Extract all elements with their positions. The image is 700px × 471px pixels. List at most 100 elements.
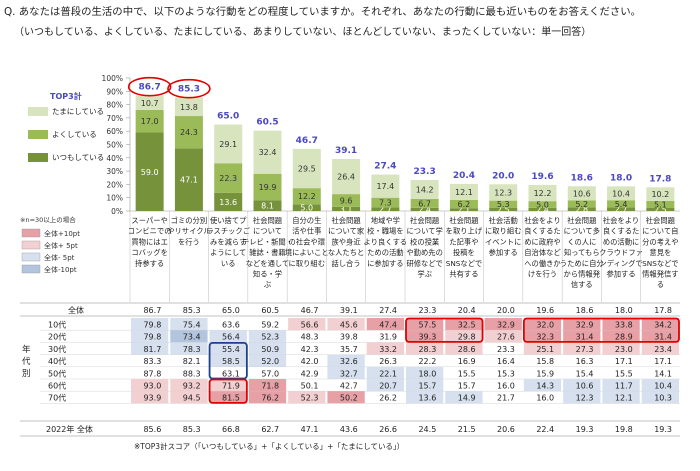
category-label-line: コバッグを <box>131 248 167 257</box>
category-label-line: ための活動 <box>367 248 403 257</box>
page-title: Q. あなたは普段の生活の中で、以下のような行動をどの程度していますか。それぞれ… <box>4 6 642 18</box>
heat-legend-label: 全体+ 5pt <box>44 241 78 250</box>
heat-cell <box>209 391 247 404</box>
heat-cell <box>327 366 365 379</box>
total-cell: 20.0 <box>497 306 515 315</box>
heat-cell <box>602 330 640 343</box>
category-label-line: や勤め先の <box>406 248 442 257</box>
bar-segment <box>135 132 164 211</box>
bar-value-label: 2.1 <box>458 206 471 215</box>
y-tick-label: 80% <box>106 101 123 110</box>
age-cell: 13.6 <box>418 394 436 403</box>
category-label-line: 境によいこと <box>285 248 329 257</box>
age-cell: 11.7 <box>615 382 633 391</box>
heat-cell <box>288 391 326 404</box>
category-label-line: 族や身近 <box>331 237 361 246</box>
age-cell: 15.7 <box>458 382 476 391</box>
age-cell: 16.4 <box>497 357 515 366</box>
age-cell: 12.1 <box>615 394 633 403</box>
category-label-line: 買物にはエ <box>131 237 167 246</box>
heat-cell <box>366 366 404 379</box>
age-cell: 57.0 <box>261 369 279 378</box>
row2022-cell: 26.6 <box>379 425 397 434</box>
category-label-line: 社会問題 <box>449 216 479 225</box>
heat-cell <box>248 391 287 404</box>
bar-segment <box>489 207 518 211</box>
heat-cell <box>445 318 483 331</box>
age-cell: 45.6 <box>340 321 358 330</box>
category-label-line: について <box>253 227 282 236</box>
bar-value-label: 10.2 <box>651 190 669 199</box>
bar-segment <box>567 186 596 201</box>
bar-segment <box>174 116 203 149</box>
age-cell: 32.7 <box>340 369 358 378</box>
heat-legend-label: 全体-10pt <box>44 265 77 274</box>
bar-value-label: 5.0 <box>536 200 549 209</box>
category-label-line: 社会をより <box>603 216 639 225</box>
top3-value: 39.1 <box>335 146 357 156</box>
age-cell: 78.3 <box>183 345 201 354</box>
bar-value-label: 32.4 <box>259 148 277 157</box>
bar-value-label: 2.5 <box>497 205 510 214</box>
y-tick-label: 100% <box>102 74 123 83</box>
age-side-label-char: 代 <box>22 356 31 367</box>
y-tick-label: 0% <box>111 207 123 216</box>
age-row-label: 60代 <box>48 381 66 391</box>
category-label-line: について家 <box>328 227 365 236</box>
bar-value-label: 5.1 <box>654 200 667 209</box>
age-cell: 32.0 <box>536 321 554 330</box>
heat-cell <box>209 342 247 355</box>
heat-legend-swatch <box>21 228 41 238</box>
category-label-line: 社会をより <box>524 216 560 225</box>
bar-segment <box>135 109 164 133</box>
age-cell: 15.5 <box>458 369 476 378</box>
category-label-line: ンディングで <box>599 259 642 268</box>
category-label-line: に取り組む <box>485 227 521 236</box>
category-label-line: コンビニでの <box>128 227 172 236</box>
age-cell: 94.5 <box>183 394 201 403</box>
age-cell: 81.7 <box>143 345 161 354</box>
bar-value-label: 26.4 <box>337 173 355 182</box>
total-cell: 18.6 <box>576 306 594 315</box>
bar-value-label: 2.7 <box>615 205 628 214</box>
heat-cell <box>406 342 444 355</box>
heat-cell <box>523 318 562 331</box>
age-cell: 79.8 <box>143 321 161 330</box>
category-label-line: 知る・学 <box>253 270 282 279</box>
category-label-line: けを行う <box>528 270 557 279</box>
category-label-line: 自治体など <box>524 248 561 257</box>
bar-value-label: 12.3 <box>494 188 512 197</box>
total-cell: 60.5 <box>261 306 279 315</box>
row2022-cell: 62.7 <box>261 425 279 434</box>
heat-legend-note: ※n=30以上の場合 <box>20 215 76 224</box>
table-highlight-box <box>522 317 680 343</box>
age-cell: 39.3 <box>418 333 436 342</box>
age-cell: 76.2 <box>261 394 279 403</box>
top3-value: 20.4 <box>453 171 475 181</box>
bar-value-label: 10.7 <box>141 99 159 108</box>
heat-cell <box>131 318 169 331</box>
table-highlight-box <box>208 341 248 380</box>
category-label-line: みを減らす <box>210 237 246 246</box>
bar-segment <box>292 188 321 205</box>
age-side-label-char: 年 <box>22 344 31 355</box>
category-label-line: より良くする <box>364 237 408 246</box>
heat-cell <box>288 318 326 331</box>
category-label-line: イベントに <box>485 237 521 246</box>
category-label-line: 分の考えや <box>642 237 678 246</box>
bar-value-label: 22.3 <box>219 174 237 183</box>
bar-value-label: 59.0 <box>141 168 159 177</box>
age-cell: 15.3 <box>497 369 515 378</box>
heat-cell <box>523 330 562 343</box>
age-cell: 26.2 <box>379 394 397 403</box>
heat-cell <box>131 379 169 392</box>
y-tick-label: 40% <box>106 154 123 163</box>
bar-segment <box>253 130 282 174</box>
bar-segment <box>214 163 243 193</box>
row2022-cell: 85.3 <box>183 425 201 434</box>
age-cell: 35.7 <box>340 345 358 354</box>
age-cell: 23.4 <box>654 345 672 354</box>
bar-value-label: 10.4 <box>612 189 630 198</box>
bar-value-label: 24.3 <box>180 128 198 137</box>
age-cell: 79.8 <box>143 333 161 342</box>
